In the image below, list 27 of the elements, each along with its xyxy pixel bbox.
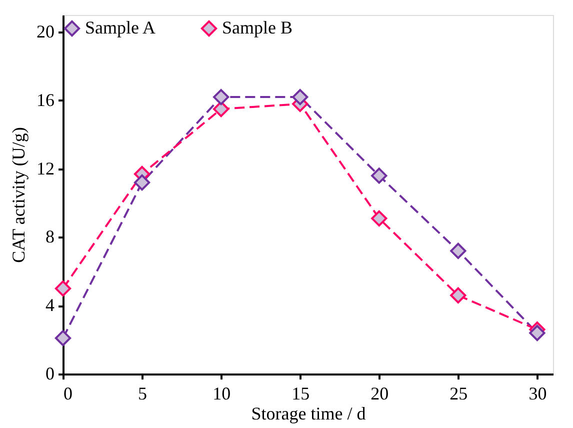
point — [529, 324, 546, 342]
x-tick-label: 25 — [450, 384, 468, 404]
x-tick-label: 15 — [292, 384, 310, 404]
y-tick-label: 12 — [36, 158, 54, 178]
y-axis-title: CAT activity (U/g) — [8, 127, 28, 263]
x-tick-label: 20 — [370, 384, 389, 404]
point — [54, 330, 72, 346]
point — [450, 287, 466, 304]
x-tick-label: 30 — [528, 384, 547, 404]
x-axis-title: Storage time / d — [251, 404, 366, 424]
point — [134, 174, 150, 191]
x-tick-label: 10 — [212, 384, 231, 404]
y-tick-label: 4 — [46, 295, 54, 316]
point — [371, 210, 388, 227]
point — [212, 88, 230, 106]
point — [371, 168, 388, 184]
x-tick-label: 5 — [138, 384, 148, 404]
point — [54, 280, 72, 297]
point — [450, 242, 466, 259]
x-tick-label: 0 — [64, 384, 72, 404]
y-tick-label: 16 — [36, 90, 54, 110]
y-tick-label: 0 — [46, 364, 54, 384]
y-tick-label: 8 — [46, 226, 54, 247]
legend-label: Sample A — [85, 17, 156, 38]
legend-label: Sample B — [222, 17, 292, 38]
point — [292, 88, 308, 106]
y-tick-label: 20 — [36, 22, 54, 42]
